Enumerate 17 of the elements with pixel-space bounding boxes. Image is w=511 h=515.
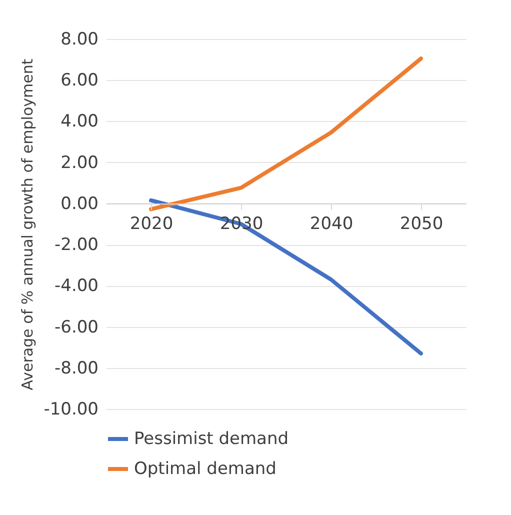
- line-series: [149, 56, 423, 212]
- legend-label: Pessimist demand: [134, 429, 289, 449]
- y-tick-label: -4.00: [54, 276, 98, 296]
- y-tick-label: 4.00: [60, 112, 98, 132]
- y-tick-label: -6.00: [54, 317, 98, 338]
- y-tick-label: 8.00: [60, 30, 98, 50]
- x-tick-label: 2040: [310, 214, 354, 234]
- y-tick-label: -2.00: [54, 235, 98, 256]
- y-tick-label: 0.00: [60, 194, 98, 214]
- legend-label: Optimal demand: [134, 459, 276, 479]
- y-tick-label: -10.00: [44, 400, 98, 420]
- x-tick-label: 2020: [130, 214, 174, 234]
- y-tick-label: -8.00: [54, 358, 98, 378]
- y-tick-label: 6.00: [60, 70, 98, 91]
- x-tick-label: 2050: [400, 214, 444, 234]
- y-axis-title: Average of % annual growth of employment: [18, 58, 37, 390]
- y-tick-label: 2.00: [60, 152, 98, 173]
